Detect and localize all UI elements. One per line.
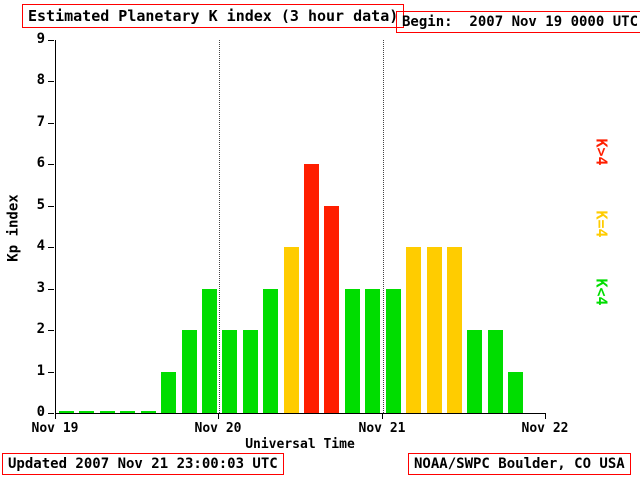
y-axis-tick [48, 81, 54, 82]
legend-label-k-below-4: K<4 [593, 278, 611, 306]
y-axis-tick [48, 289, 54, 290]
legend-item-k-below-4: K<4 [582, 268, 622, 316]
kp-bar [284, 247, 299, 413]
y-axis-tick [48, 164, 54, 165]
legend-label-k-above-4: K>4 [593, 138, 611, 166]
kp-bar [304, 164, 319, 413]
y-tick-label: 6 [36, 155, 45, 171]
y-tick-label: 0 [36, 404, 45, 420]
kp-bar [59, 411, 74, 413]
x-axis-tick [382, 414, 383, 419]
kp-bar [161, 372, 176, 413]
kp-bar [182, 330, 197, 413]
kp-bar [120, 411, 135, 413]
plot-area [55, 40, 546, 414]
kp-bar [202, 289, 217, 413]
kp-bar [243, 330, 258, 413]
kp-bar [345, 289, 360, 413]
y-tick-label: 9 [36, 31, 45, 47]
y-axis-tick [48, 247, 54, 248]
x-axis-tick [55, 414, 56, 419]
kp-bar [508, 372, 523, 413]
kp-bar [365, 289, 380, 413]
chart-title: Estimated Planetary K index (3 hour data… [22, 4, 405, 28]
y-axis-tick [48, 40, 54, 41]
kp-bar [263, 289, 278, 413]
day-gridline [383, 40, 384, 413]
y-tick-label: 7 [36, 114, 45, 130]
source-attribution: NOAA/SWPC Boulder, CO USA [408, 453, 631, 475]
kp-bar [406, 247, 421, 413]
y-axis-tick [48, 372, 54, 373]
y-axis-title: Kp index [0, 168, 28, 288]
kp-bar [488, 330, 503, 413]
y-tick-label: 4 [36, 238, 45, 254]
day-gridline [219, 40, 220, 413]
y-axis-tick [48, 206, 54, 207]
y-tick-label: 1 [36, 363, 45, 379]
y-axis-tick [48, 123, 54, 124]
x-tick-label: Nov 20 [194, 421, 242, 436]
y-tick-label: 3 [36, 280, 45, 296]
y-tick-label: 2 [36, 321, 45, 337]
kp-bar [447, 247, 462, 413]
x-axis-tick [545, 414, 546, 419]
x-axis-tick [218, 414, 219, 419]
updated-timestamp: Updated 2007 Nov 21 23:00:03 UTC [2, 453, 284, 475]
y-axis-tick [48, 330, 54, 331]
x-tick-label: Nov 21 [358, 421, 406, 436]
kp-bar [100, 411, 115, 413]
kp-bar [324, 206, 339, 413]
kp-bar [141, 411, 156, 413]
x-tick-label: Nov 19 [31, 421, 79, 436]
legend-item-k-equal-4: K=4 [582, 200, 622, 248]
kp-bar [79, 411, 94, 413]
begin-time-label: Begin: 2007 Nov 19 0000 UTC [396, 11, 640, 33]
y-axis-tick [48, 413, 54, 414]
legend-item-k-above-4: K>4 [582, 128, 622, 176]
kp-bar [222, 330, 237, 413]
kp-bar [386, 289, 401, 413]
kp-bar [427, 247, 442, 413]
y-tick-label: 5 [36, 197, 45, 213]
legend-label-k-equal-4: K=4 [593, 210, 611, 238]
x-tick-label: Nov 22 [521, 421, 569, 436]
x-axis-title: Universal Time [245, 437, 355, 452]
kp-bar [467, 330, 482, 413]
y-tick-label: 8 [36, 72, 45, 88]
